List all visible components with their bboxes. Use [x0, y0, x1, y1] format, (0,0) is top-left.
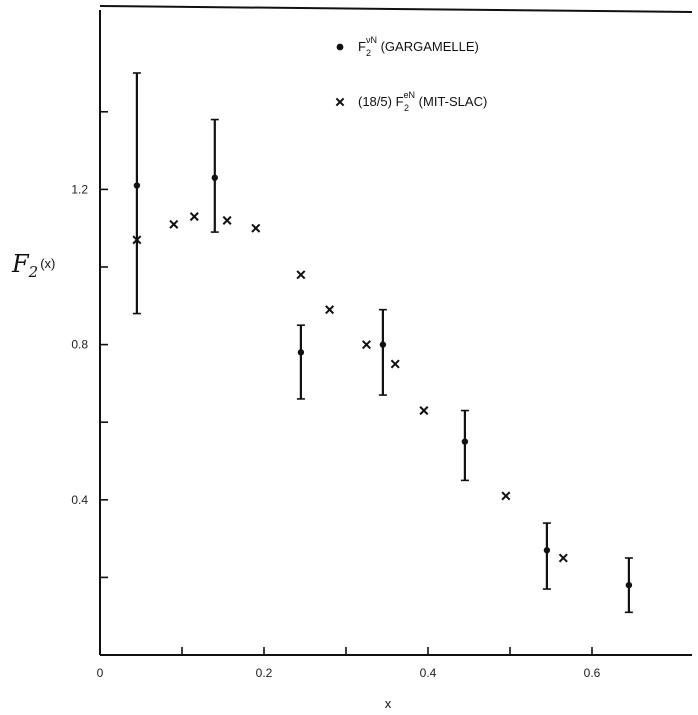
data-point-dot [133, 182, 141, 189]
data-point-x [251, 223, 261, 233]
legend-item-mit-slac: (18/5) FeN 2 (MIT-SLAC) [335, 90, 487, 113]
data-point-dot [297, 349, 305, 356]
data-point-x [222, 215, 232, 225]
data-point-x [325, 305, 335, 315]
data-point-x [501, 491, 511, 501]
legend-marker-x [335, 97, 345, 107]
data-point-x [390, 359, 400, 369]
y-axis-label-paren: (x) [40, 256, 55, 271]
plot-frame [99, 5, 693, 656]
data-point-dot [625, 581, 633, 589]
x-tick-label: 0.4 [420, 666, 437, 680]
data-marks [132, 72, 633, 614]
legend-marker-dot [336, 43, 344, 51]
data-point-x [296, 270, 306, 280]
y-axis-label: F2 (x) [11, 250, 55, 281]
y-axis-label-sub: 2 [28, 263, 39, 281]
svg-text:F2(x): F2 (x) [11, 250, 55, 281]
data-point-x [189, 212, 199, 222]
top-border-line [99, 5, 693, 13]
x-axis-ticks: 0 0.2 0.4 0.6 [97, 647, 601, 680]
data-point-dot [379, 341, 387, 348]
y-tick-label: 0.4 [71, 493, 88, 507]
data-point-x [169, 219, 179, 229]
legend-label-gargamelle: FνN 2 (GARGAMELLE) [358, 35, 479, 58]
data-point-x [132, 235, 142, 245]
legend-label-mit-slac: (18/5) FeN 2 (MIT-SLAC) [358, 90, 487, 113]
x-tick-label: 0.6 [584, 666, 601, 680]
x-tick-label: 0 [97, 666, 104, 680]
legend-item-gargamelle: FνN 2 (GARGAMELLE) [336, 35, 479, 58]
data-point-dot [211, 174, 218, 181]
y-tick-label: 0.8 [71, 338, 88, 352]
x-tick-label: 0.2 [256, 666, 273, 680]
data-point-dot [461, 438, 469, 445]
legend: FνN 2 (GARGAMELLE) (18/5) FeN 2 (MIT-SLAC) [335, 35, 487, 113]
data-point-x [558, 553, 568, 563]
y-axis-label-main: F [11, 250, 30, 278]
y-axis-ticks: 0.4 0.8 1.2 [71, 111, 108, 579]
data-point-x [361, 340, 372, 350]
y-tick-label: 1.2 [71, 182, 88, 196]
data-point-x [419, 406, 429, 416]
x-axis-label: x [385, 696, 392, 711]
data-point-dot [543, 547, 551, 554]
series-gargamelle [132, 72, 633, 614]
series-mit-slac [132, 212, 568, 563]
